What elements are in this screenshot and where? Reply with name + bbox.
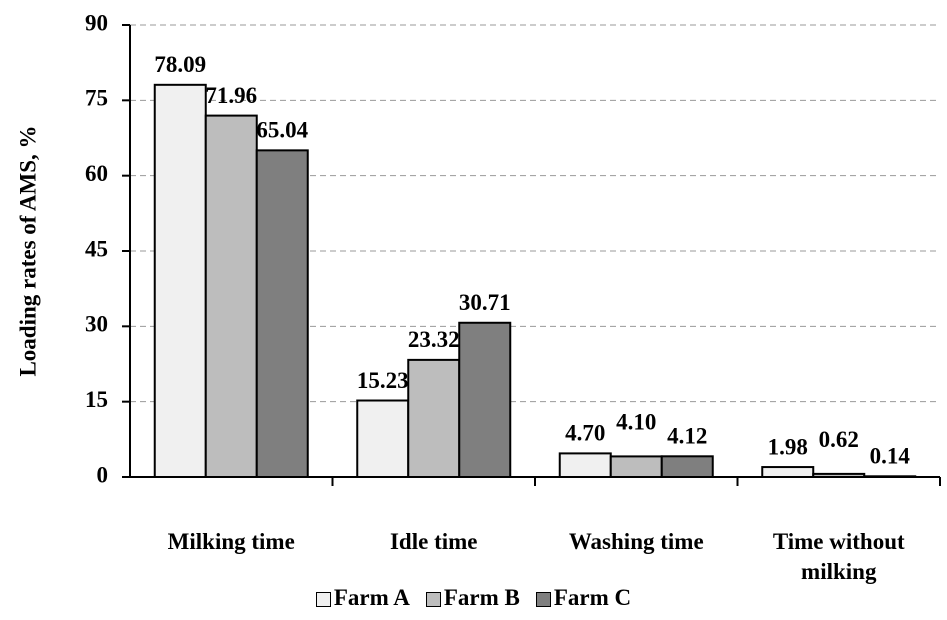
y-tick-label: 15 [85,387,108,412]
value-label: 71.96 [205,83,257,108]
y-tick-label: 60 [85,161,108,186]
legend-item: Farm A [315,585,410,611]
value-label: 0.62 [819,427,859,452]
y-tick-label: 45 [85,236,108,261]
bar [204,114,258,478]
y-tick-label: 30 [85,312,108,337]
value-label: 1.98 [768,434,808,459]
value-label: 0.14 [870,444,911,469]
value-label: 4.10 [616,410,656,435]
legend-label: Farm A [333,585,410,610]
bar [153,83,207,478]
legend: Farm A Farm B Farm C [0,585,947,611]
y-tick-label: 0 [97,462,109,487]
bar [407,358,461,478]
value-label: 15.23 [357,368,409,393]
y-tick-label: 90 [85,10,108,35]
value-label: 30.71 [459,290,511,315]
bar [609,455,663,478]
value-label: 4.70 [565,421,605,446]
y-axis-label: Loading rates of AMS, % [15,125,40,376]
legend-item: Farm B [425,585,520,611]
bar [458,321,512,478]
value-label: 78.09 [154,52,206,77]
legend-label: Farm C [553,585,632,610]
bar [255,149,309,478]
bar [356,399,410,479]
bar [761,466,815,478]
legend-swatch [535,592,551,608]
x-tick-label: Milking time [167,529,295,554]
x-tick-label: Time without milking [772,529,905,584]
bar [558,452,612,479]
value-label: 4.12 [667,424,707,449]
legend-label: Farm B [443,585,520,610]
legend-swatch [315,592,331,608]
value-label: 65.04 [256,118,308,143]
legend-item: Farm C [535,585,632,611]
value-label: 23.32 [408,327,460,352]
y-tick-label: 75 [85,86,108,111]
x-tick-label: Idle time [389,529,478,554]
legend-swatch [425,592,441,608]
x-tick-label: Washing time [568,529,704,554]
bar [660,455,714,478]
